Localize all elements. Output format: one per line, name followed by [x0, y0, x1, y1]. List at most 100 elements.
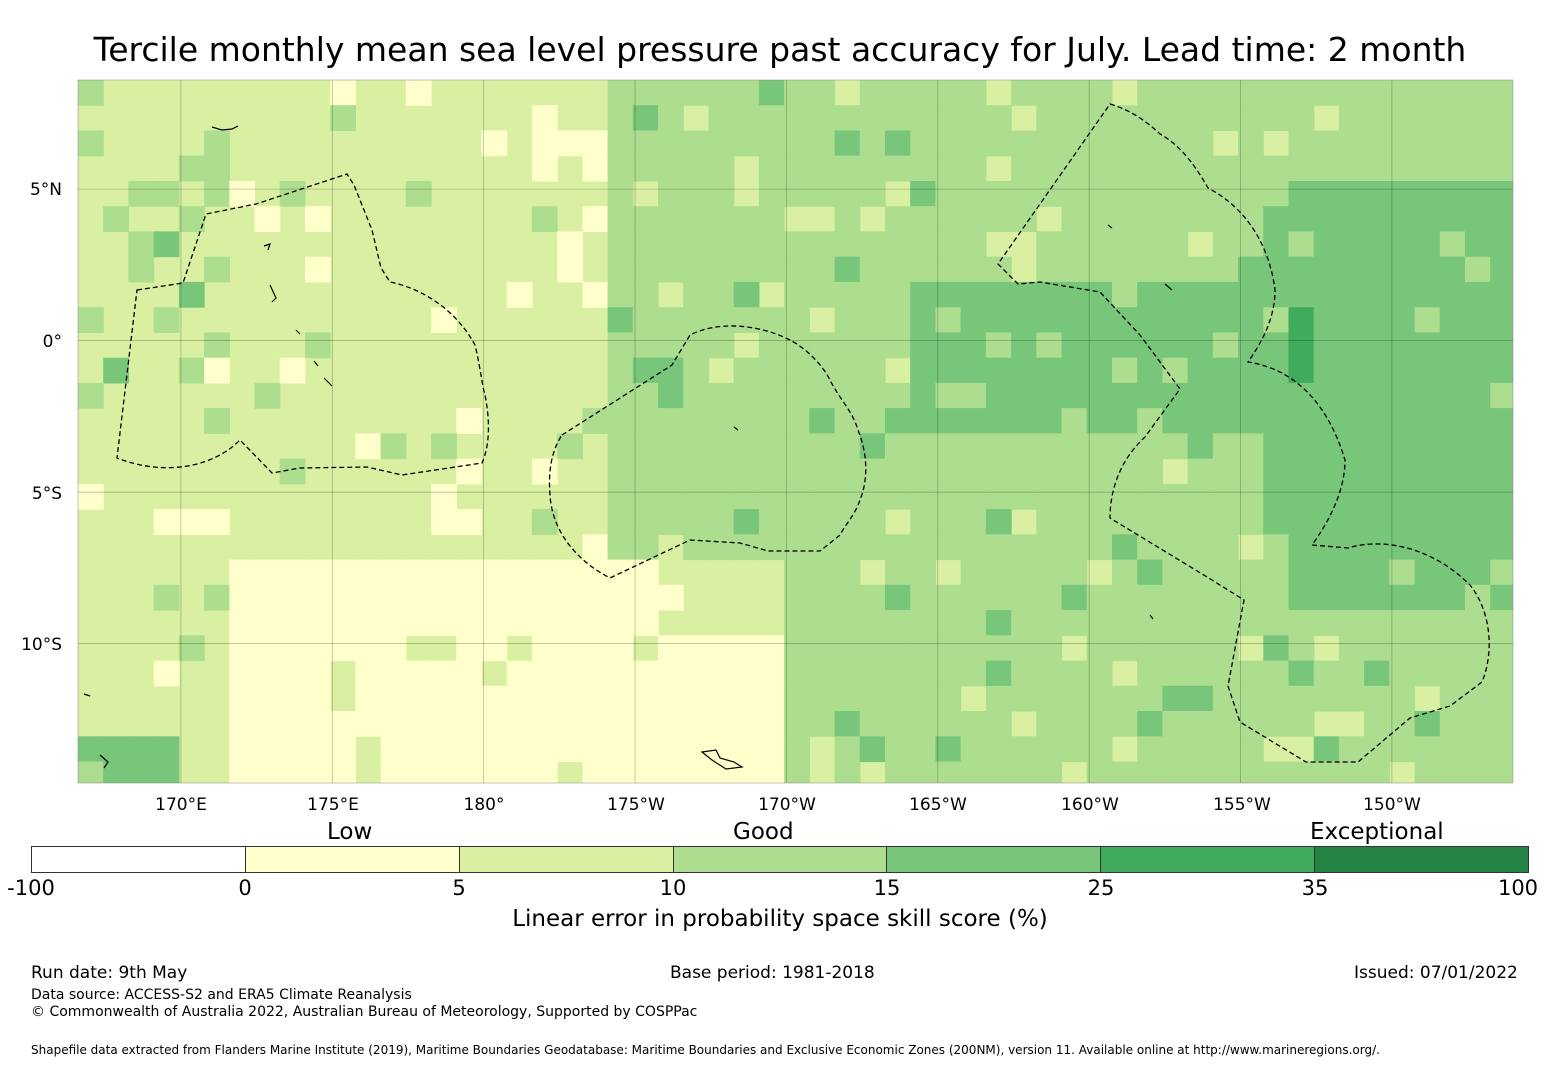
run-date: Run date: 9th May — [31, 963, 188, 983]
skill-cell — [708, 761, 735, 783]
skill-cell — [809, 685, 836, 712]
skill-cell — [531, 584, 558, 611]
skill-cell — [481, 635, 508, 662]
skill-cell — [809, 130, 836, 157]
skill-cell — [1439, 80, 1466, 106]
skill-cell — [405, 80, 432, 106]
skill-cell — [1313, 181, 1340, 207]
skill-cell — [733, 685, 760, 712]
skill-cell — [128, 181, 155, 207]
chart-title: Tercile monthly mean sea level pressure … — [93, 30, 1467, 69]
skill-cell — [1036, 357, 1063, 384]
skill-cell — [960, 408, 987, 434]
skill-cell — [1112, 382, 1138, 409]
skill-cell — [405, 660, 432, 687]
skill-cell — [607, 761, 634, 783]
colorbar-tick: 100 — [1497, 876, 1539, 900]
skill-cell — [128, 736, 155, 763]
skill-cell — [1187, 685, 1214, 712]
skill-cell — [733, 761, 760, 783]
skill-cell — [885, 155, 911, 182]
skill-cell — [1364, 660, 1390, 687]
skill-cell — [1011, 534, 1037, 561]
skill-cell — [658, 181, 684, 207]
skill-cell — [1338, 761, 1365, 783]
skill-cell — [1439, 736, 1466, 763]
skill-cell — [1465, 534, 1491, 561]
skill-cell — [1061, 736, 1088, 763]
skill-cell — [910, 105, 936, 131]
skill-cell — [683, 231, 709, 258]
skill-cell — [885, 660, 911, 687]
skill-cell — [1112, 483, 1138, 510]
skill-cell — [784, 382, 810, 409]
skill-cell — [557, 433, 583, 460]
skill-cell — [279, 685, 306, 712]
skill-cell — [1313, 559, 1340, 586]
skill-cell — [1263, 281, 1290, 308]
skill-cell — [431, 610, 457, 636]
skill-cell — [582, 155, 609, 182]
skill-cell — [1313, 408, 1340, 434]
skill-cell — [809, 382, 836, 409]
skill-cell — [431, 685, 457, 712]
skill-cell — [758, 408, 785, 434]
skill-cell — [960, 181, 987, 207]
skill-cell — [1288, 584, 1315, 611]
skill-cell — [1112, 635, 1138, 662]
skill-cell — [456, 635, 483, 662]
skill-cell — [1288, 206, 1315, 232]
skill-cell — [1011, 433, 1037, 460]
skill-cell — [1465, 382, 1491, 409]
skill-cell — [1112, 408, 1138, 434]
skill-cell — [632, 155, 659, 182]
skill-cell — [960, 584, 987, 611]
skill-cell — [1313, 80, 1340, 106]
island-atoll — [1107, 224, 1113, 229]
skill-cell — [1414, 130, 1441, 157]
skill-cell — [910, 281, 936, 308]
skill-cell — [1187, 130, 1214, 157]
skill-cell — [885, 130, 911, 157]
skill-cell — [153, 761, 180, 783]
skill-cell — [1036, 382, 1063, 409]
skill-cell — [481, 711, 508, 737]
skill-cell — [1061, 181, 1088, 207]
skill-cell — [632, 130, 659, 157]
skill-cell — [607, 155, 634, 182]
skill-cell — [1439, 509, 1466, 535]
skill-cell — [1364, 181, 1390, 207]
skill-cell — [1439, 408, 1466, 434]
skill-cell — [1162, 559, 1189, 586]
skill-cell — [431, 711, 457, 737]
skill-cell — [834, 483, 861, 510]
skill-cell — [1288, 711, 1315, 737]
skill-cell — [1338, 408, 1365, 434]
skill-cell — [1439, 231, 1466, 258]
skill-cell — [1414, 761, 1441, 783]
skill-cell — [935, 130, 962, 157]
skill-cell — [985, 408, 1012, 434]
skill-cell — [1313, 660, 1340, 687]
skill-cell — [1187, 534, 1214, 561]
skill-cell — [910, 534, 936, 561]
skill-cell — [1313, 307, 1340, 333]
skill-cell — [758, 155, 785, 182]
skill-cell — [885, 635, 911, 662]
skill-cell — [859, 509, 886, 535]
skill-cell — [1313, 332, 1340, 359]
skill-cell — [1086, 357, 1113, 384]
skill-cell — [834, 181, 861, 207]
skill-cell — [910, 711, 936, 737]
skill-cell — [1036, 332, 1063, 359]
skill-cell — [1036, 408, 1063, 434]
skill-cell — [1439, 105, 1466, 131]
skill-cell — [1011, 382, 1037, 409]
skill-cell — [254, 660, 281, 687]
skill-cell — [1137, 155, 1163, 182]
skill-cell — [1086, 332, 1113, 359]
skill-cell — [784, 711, 810, 737]
skill-cell — [758, 382, 785, 409]
skill-cell — [607, 736, 634, 763]
skill-cell — [1212, 660, 1239, 687]
